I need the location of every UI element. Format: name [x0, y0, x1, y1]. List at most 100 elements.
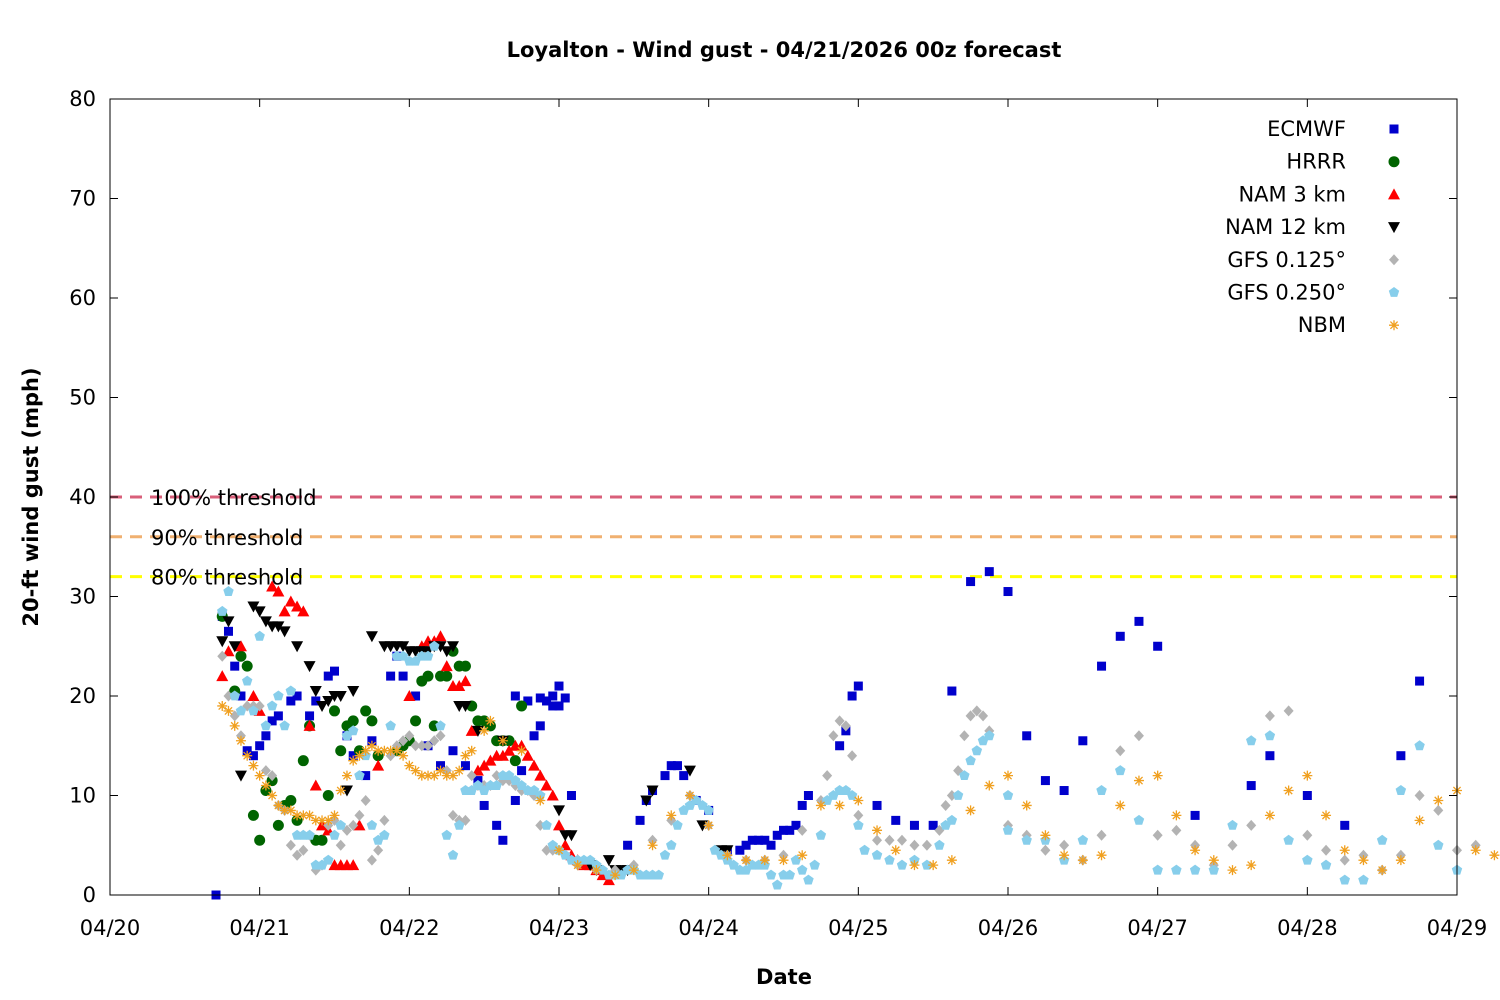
- y-axis-label: 20-ft wind gust (mph): [19, 367, 43, 626]
- legend: ECMWF HRRR NAM 3 km NAM 12 km GFS 0.125° GFS …: [1225, 117, 1400, 337]
- data-point-ecmwf: [635, 815, 645, 825]
- data-point-nbm: [366, 740, 377, 751]
- data-point-ecmwf: [1040, 776, 1050, 786]
- data-point-hrrr: [329, 705, 340, 717]
- data-point-ecmwf: [947, 686, 957, 696]
- data-point-nam-3-km: [247, 690, 260, 701]
- data-point-nbm: [260, 780, 271, 791]
- data-point-nbm: [323, 815, 334, 826]
- data-point-nbm: [1171, 810, 1182, 821]
- data-point-nam-12-km: [340, 785, 353, 797]
- data-point-gfs-0-125: [354, 809, 365, 821]
- data-point-gfs-0-250: [385, 720, 396, 731]
- data-point-ecmwf: [672, 761, 682, 771]
- data-point-gfs-0-125: [292, 849, 303, 861]
- data-point-gfs-0-250: [329, 829, 340, 840]
- data-point-nam-3-km: [272, 585, 285, 597]
- data-point-ecmwf: [772, 830, 782, 840]
- data-point-nbm: [447, 770, 458, 781]
- data-point-nbm: [373, 745, 384, 756]
- data-point-ecmwf: [909, 820, 919, 830]
- data-point-gfs-0-125: [797, 824, 808, 836]
- data-point-gfs-0-125: [971, 705, 982, 717]
- data-point-nbm: [1489, 850, 1500, 861]
- data-point-nam-3-km: [534, 769, 547, 781]
- data-point-ecmwf: [623, 840, 633, 850]
- data-point-nbm: [460, 750, 471, 761]
- data-point-gfs-0-250: [260, 720, 272, 731]
- data-point-nbm: [1377, 865, 1388, 876]
- data-point-ecmwf: [535, 721, 545, 731]
- data-point-ecmwf: [1340, 820, 1350, 830]
- series-gfs-0-250: [217, 586, 1463, 890]
- data-point-nam-3-km: [471, 764, 484, 776]
- data-point-nam-3-km: [459, 675, 472, 687]
- data-point-hrrr: [335, 745, 347, 757]
- data-point-nbm: [454, 765, 465, 776]
- data-point-hrrr: [272, 819, 284, 831]
- data-point-nam-3-km: [546, 789, 559, 801]
- data-point-nam-12-km: [397, 641, 410, 653]
- y-tick-label: 70: [69, 187, 96, 211]
- data-point-ecmwf: [548, 691, 558, 701]
- data-point-gfs-0-250: [354, 770, 365, 780]
- data-point-gfs-0-250: [959, 770, 970, 780]
- data-point-gfs-0-250: [491, 780, 502, 790]
- data-point-gfs-0-125: [1040, 844, 1051, 856]
- data-point-nbm: [1321, 810, 1332, 821]
- data-point-nbm: [778, 855, 789, 866]
- data-point-nam-3-km: [434, 630, 447, 642]
- legend-label: GFS 0.250°: [1227, 281, 1346, 305]
- data-point-nam-3-km: [553, 819, 565, 831]
- data-point-nam-3-km: [297, 605, 310, 617]
- data-point-nam-12-km: [222, 616, 235, 628]
- data-point-nam-3-km: [303, 719, 316, 731]
- data-point-ecmwf: [510, 795, 520, 805]
- data-point-gfs-0-125: [884, 834, 895, 846]
- data-point-gfs-0-125: [429, 735, 440, 747]
- data-point-ecmwf: [523, 696, 533, 706]
- data-point-gfs-0-250: [1208, 864, 1219, 875]
- data-point-ecmwf: [1396, 751, 1406, 761]
- data-point-nbm: [1190, 845, 1201, 856]
- legend-label: NBM: [1298, 313, 1346, 337]
- data-point-gfs-0-250: [971, 745, 983, 756]
- data-point-nam-12-km: [216, 636, 229, 648]
- data-point-nbm: [815, 800, 826, 811]
- data-point-nam-12-km: [234, 770, 247, 782]
- data-point-ecmwf: [542, 696, 552, 706]
- data-point-nbm: [1077, 855, 1088, 866]
- data-point-gfs-0-125: [965, 710, 976, 722]
- legend-marker: [1389, 124, 1399, 134]
- data-point-nbm: [1096, 850, 1107, 861]
- series-nbm: [217, 700, 1500, 881]
- data-point-ecmwf: [853, 681, 863, 691]
- data-point-gfs-0-250: [584, 854, 596, 865]
- data-point-nbm: [984, 780, 995, 791]
- data-point-gfs-0-250: [217, 605, 228, 616]
- y-tick-label: 80: [69, 87, 96, 111]
- data-point-nbm: [1227, 865, 1238, 876]
- data-point-gfs-0-250: [1358, 874, 1369, 885]
- data-point-nbm: [441, 770, 452, 781]
- data-point-ecmwf: [286, 696, 296, 706]
- data-point-gfs-0-250: [653, 869, 664, 880]
- legend-marker: [1389, 320, 1399, 331]
- data-point-nbm: [423, 770, 434, 781]
- data-point-gfs-0-250: [809, 859, 820, 870]
- data-point-ecmwf: [966, 577, 976, 587]
- data-point-nam-3-km: [503, 744, 516, 756]
- threshold-layer: 100% threshold 90% threshold 80% threshold: [110, 486, 1457, 590]
- data-point-nam-3-km: [540, 779, 553, 791]
- y-tick-label: 30: [69, 585, 96, 609]
- data-point-gfs-0-125: [360, 794, 371, 806]
- data-point-nbm: [1470, 845, 1481, 856]
- data-point-ecmwf: [760, 835, 770, 845]
- data-point-ecmwf: [785, 825, 795, 835]
- data-point-nam-3-km: [291, 600, 304, 612]
- legend-label: GFS 0.125°: [1227, 248, 1346, 272]
- data-point-nbm: [1358, 855, 1369, 866]
- data-point-gfs-0-125: [872, 834, 883, 846]
- data-point-ecmwf: [741, 840, 751, 850]
- data-point-gfs-0-125: [298, 844, 309, 856]
